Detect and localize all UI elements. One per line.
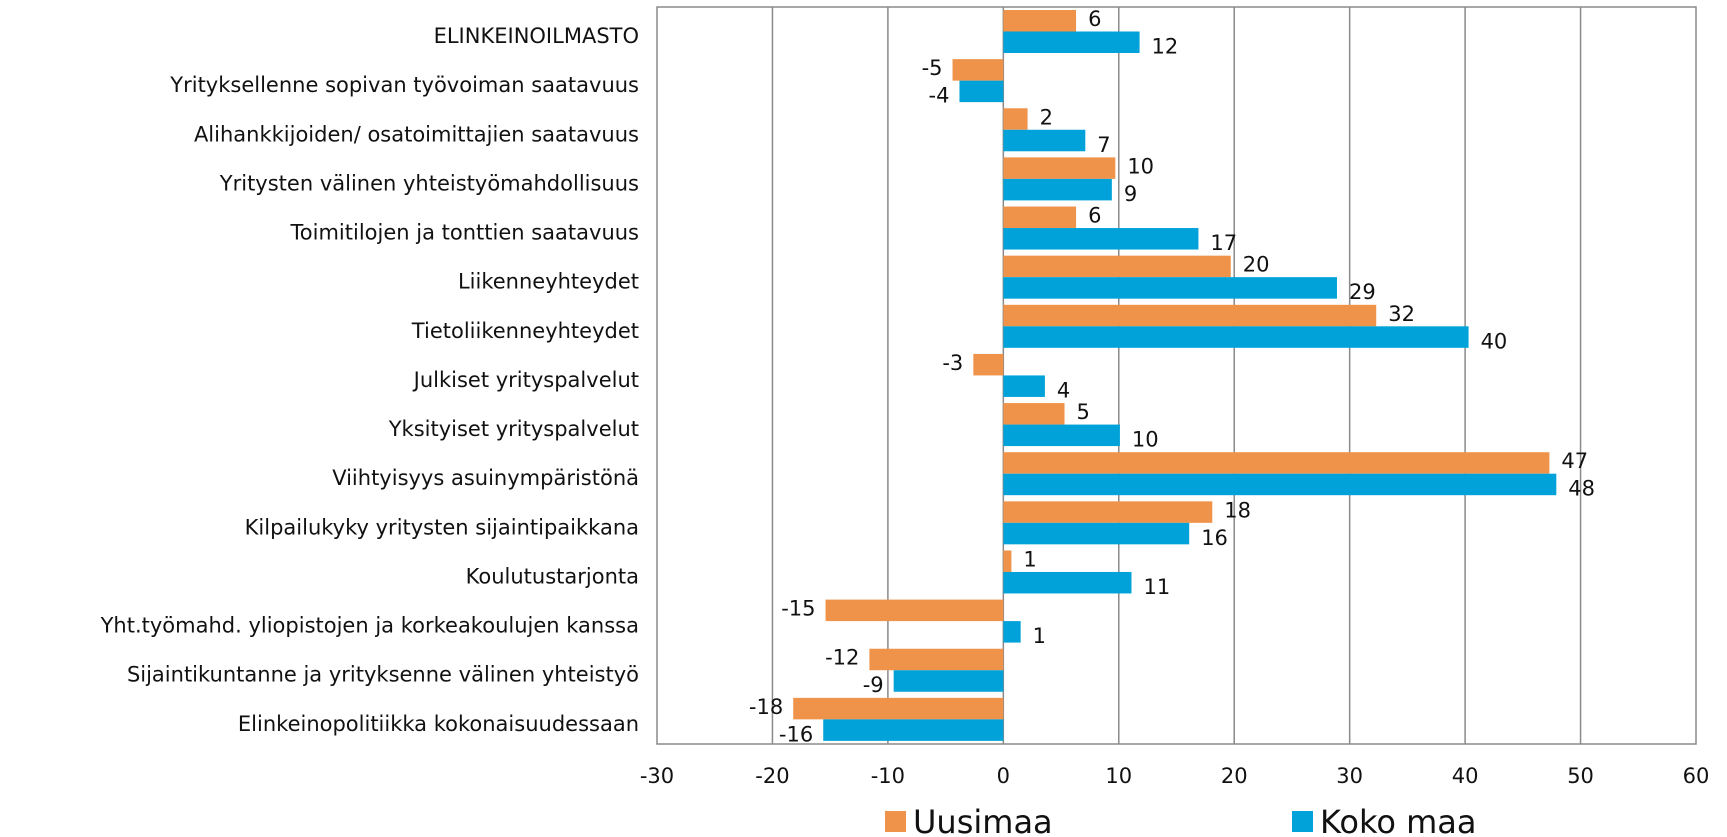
bar-koko-maa: [1003, 473, 1557, 496]
bar-uusimaa: [825, 599, 1004, 622]
data-label-koko-maa: 29: [1349, 280, 1376, 304]
data-label-koko-maa: -16: [779, 722, 813, 746]
data-label-uusimaa: -5: [922, 56, 943, 80]
category-label: Toimitilojen ja tonttien saatavuus: [290, 221, 639, 245]
x-tick-label: -10: [871, 764, 905, 788]
bar-uusimaa: [1003, 501, 1213, 523]
bar-koko-maa: [1003, 522, 1190, 545]
bar-uusimaa: [952, 59, 1004, 81]
data-label-uusimaa: 6: [1088, 204, 1101, 228]
data-label-koko-maa: 11: [1143, 575, 1170, 599]
data-label-koko-maa: 12: [1152, 35, 1179, 59]
x-tick-label: 0: [997, 764, 1010, 788]
data-labels: 612-5-42710961720293240-3451047481816111…: [749, 7, 1595, 746]
data-label-uusimaa: -15: [781, 597, 815, 621]
legend: Uusimaa Koko maa: [885, 803, 1477, 837]
data-label-uusimaa: -3: [942, 351, 963, 375]
category-label: Alihankkijoiden/ osatoimittajien saatavu…: [194, 122, 639, 146]
category-label: Sijaintikuntanne ja yrityksenne välinen …: [127, 663, 639, 687]
category-label: Yht.työmahd. yliopistojen ja korkeakoulu…: [100, 614, 639, 638]
x-tick-labels: -30 -20 -10 0 10 20 30 40 50 60: [640, 764, 1710, 788]
data-label-koko-maa: -9: [863, 673, 884, 697]
bar-uusimaa: [1003, 206, 1077, 229]
bar-uusimaa: [1003, 550, 1012, 572]
data-label-uusimaa: 6: [1088, 7, 1101, 31]
category-label: Koulutustarjonta: [466, 564, 639, 588]
data-label-koko-maa: 16: [1201, 526, 1228, 550]
data-label-koko-maa: 48: [1568, 477, 1595, 501]
x-tick-label: 40: [1452, 764, 1479, 788]
bar-koko-maa: [1003, 129, 1086, 152]
data-label-uusimaa: 32: [1388, 302, 1415, 326]
bar-koko-maa: [1003, 424, 1120, 447]
category-label: Julkiset yrityspalvelut: [412, 368, 639, 392]
category-label: Viihtyisyys asuinympäristönä: [332, 466, 639, 490]
bar-koko-maa: [1003, 178, 1112, 201]
x-tick-label: 30: [1336, 764, 1363, 788]
data-label-uusimaa: 5: [1077, 400, 1090, 424]
x-tick-label: -30: [640, 764, 674, 788]
category-label: Yrityksellenne sopivan työvoiman saatavu…: [169, 73, 639, 97]
data-label-uusimaa: 2: [1040, 105, 1053, 129]
category-label: Yritysten välinen yhteistyömahdollisuus: [219, 171, 639, 195]
data-label-uusimaa: 47: [1561, 449, 1588, 473]
legend-item-koko-maa: Koko maa: [1292, 803, 1477, 837]
bar-koko-maa: [959, 80, 1004, 103]
bar-uusimaa: [1003, 10, 1077, 32]
bar-uusimaa: [869, 648, 1004, 671]
bar-koko-maa: [1003, 621, 1021, 643]
bar-uusimaa: [793, 697, 1004, 720]
bar-uusimaa: [1003, 403, 1065, 425]
category-label: Yksityiset yrityspalvelut: [388, 417, 639, 441]
data-label-koko-maa: 7: [1097, 133, 1110, 157]
bar-uusimaa: [1003, 108, 1028, 130]
data-label-uusimaa: 10: [1127, 154, 1154, 178]
legend-label-koko-maa: Koko maa: [1320, 803, 1477, 837]
bar-koko-maa: [1003, 228, 1199, 250]
data-label-koko-maa: 4: [1057, 378, 1070, 402]
x-tick-label: 60: [1683, 764, 1710, 788]
bar-koko-maa: [1003, 375, 1045, 397]
bar-uusimaa: [1003, 255, 1231, 278]
bar-uusimaa: [1003, 304, 1377, 327]
bar-koko-maa: [1003, 326, 1469, 348]
x-tick-label: 20: [1221, 764, 1248, 788]
x-tick-label: 10: [1105, 764, 1132, 788]
bar-koko-maa: [1003, 277, 1337, 299]
x-tick-label: 50: [1567, 764, 1594, 788]
legend-label-uusimaa: Uusimaa: [913, 803, 1053, 837]
category-label: Liikenneyhteydet: [458, 270, 639, 294]
bar-uusimaa: [1003, 452, 1550, 474]
data-label-koko-maa: 10: [1132, 428, 1159, 452]
data-label-koko-maa: 9: [1124, 182, 1137, 206]
bars: [793, 10, 1557, 741]
data-label-uusimaa: 20: [1243, 253, 1270, 277]
data-label-uusimaa: -18: [749, 695, 783, 719]
data-label-uusimaa: 1: [1023, 547, 1036, 571]
data-label-koko-maa: 1: [1033, 624, 1046, 648]
category-label: Tietoliikenneyhteydet: [411, 319, 639, 343]
plot-area: [656, 6, 1697, 745]
bar-uusimaa: [1003, 157, 1116, 179]
legend-swatch-uusimaa: [885, 811, 906, 832]
data-label-koko-maa: 17: [1210, 231, 1237, 255]
bar-koko-maa: [893, 670, 1004, 692]
bar-koko-maa: [1003, 571, 1132, 594]
data-label-uusimaa: -12: [825, 646, 859, 670]
category-label: Elinkeinopolitiikka kokonaisuudessaan: [238, 712, 639, 736]
x-tick-label: -20: [755, 764, 789, 788]
category-label: ELINKEINOILMASTO: [434, 24, 639, 48]
data-label-koko-maa: 40: [1481, 329, 1508, 353]
data-label-koko-maa: -4: [929, 84, 950, 108]
category-label: Kilpailukyky yritysten sijaintipaikkana: [245, 515, 639, 539]
category-labels: ELINKEINOILMASTO Yrityksellenne sopivan t…: [100, 24, 639, 736]
bar-uusimaa: [973, 353, 1004, 376]
bar-koko-maa: [1003, 31, 1140, 53]
data-label-uusimaa: 18: [1224, 498, 1251, 522]
legend-swatch-koko-maa: [1292, 811, 1313, 832]
legend-item-uusimaa: Uusimaa: [885, 803, 1053, 837]
bar-koko-maa: [823, 719, 1004, 741]
